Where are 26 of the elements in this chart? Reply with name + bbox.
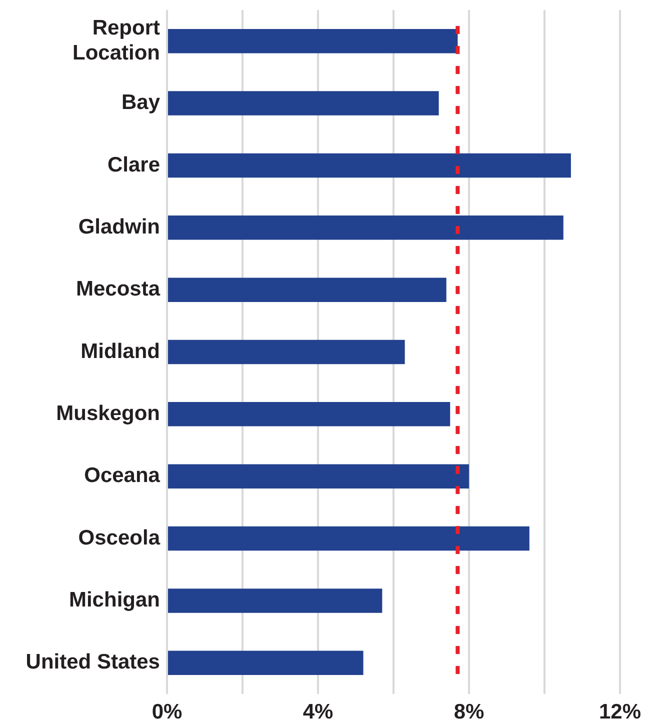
- bar: [168, 153, 571, 178]
- y-tick-label: United States: [26, 650, 160, 674]
- bar: [168, 588, 382, 613]
- y-tick-label: Osceola: [78, 526, 160, 550]
- bar: [168, 278, 446, 302]
- bar: [168, 91, 439, 116]
- x-tick-label: 4%: [302, 700, 334, 723]
- y-tick-label: Michigan: [68, 588, 160, 612]
- y-tick-label: Report Location: [72, 16, 160, 64]
- bar: [168, 650, 364, 676]
- y-tick-label: Bay: [121, 91, 160, 114]
- x-tick-label: 12%: [598, 700, 642, 723]
- y-tick-label: Oceana: [84, 464, 160, 488]
- x-tick-label: 0%: [152, 700, 182, 723]
- bar: [168, 526, 530, 551]
- y-tick-label: Midland: [80, 340, 160, 363]
- bar: [168, 464, 469, 488]
- y-tick-label: Mecosta: [76, 278, 160, 301]
- bar: [168, 216, 564, 240]
- bar: [168, 402, 450, 426]
- x-tick-label: 8%: [454, 700, 484, 723]
- y-tick-label: Muskegon: [56, 402, 160, 425]
- bar: [168, 28, 458, 54]
- bar: [168, 340, 405, 364]
- y-tick-label: Gladwin: [78, 215, 160, 238]
- y-tick-label: Clare: [107, 153, 160, 176]
